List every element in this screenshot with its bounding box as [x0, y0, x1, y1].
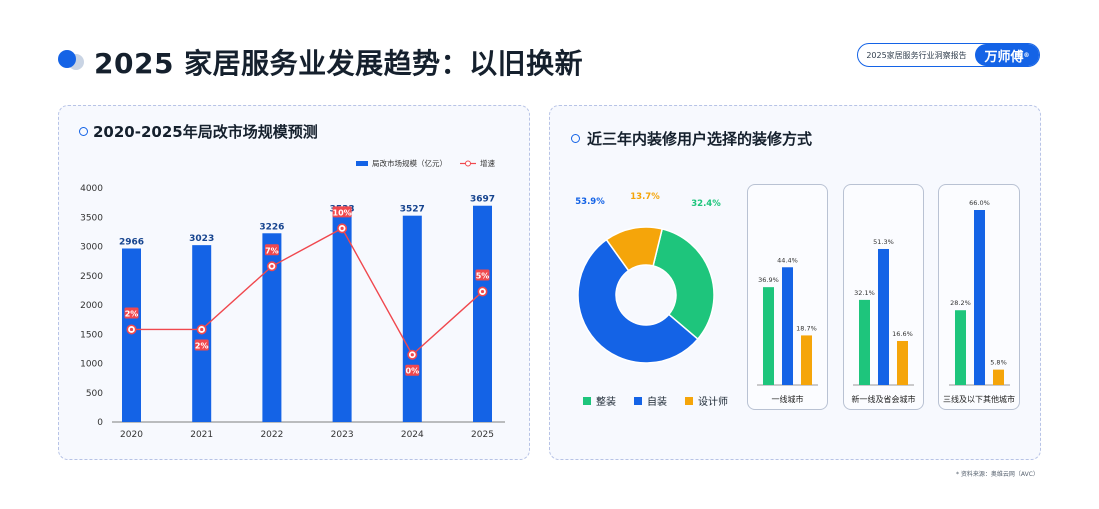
y-tick-label: 1500: [80, 330, 103, 340]
growth-label-bg: [332, 206, 352, 218]
x-tick-label: 2021: [190, 430, 213, 440]
bar-value-label: 3697: [470, 195, 495, 205]
y-tick-label: 0: [97, 418, 103, 428]
legend-label-self: 自装: [647, 397, 667, 408]
donut-slice: [605, 226, 664, 272]
city-bar-label: 51.3%: [873, 238, 894, 246]
legend-swatch-green: [583, 396, 591, 405]
brand-logo: 万师傅 ®: [975, 44, 1039, 66]
legend-label-designer: 设计师: [698, 397, 728, 408]
bar-value-label: 3226: [259, 222, 284, 232]
growth-label-bg: [124, 307, 139, 319]
growth-label: 0%: [406, 367, 420, 376]
y-tick-label: 2000: [80, 301, 103, 311]
renovation-method-title: 近三年内装修用户选择的装修方式: [587, 130, 813, 148]
growth-point-core: [270, 264, 274, 268]
legend-bar-label: 局改市场规模（亿元）: [372, 158, 447, 168]
brand-name: 万师傅: [984, 49, 1024, 65]
growth-label: 7%: [265, 246, 279, 255]
y-tick-label: 4000: [80, 184, 103, 194]
donut-legend: 整装 自装 设计师: [583, 393, 728, 408]
growth-label: 5%: [476, 272, 490, 281]
market-size-title: 2020-2025年局改市场规模预测: [93, 123, 318, 141]
y-tick-label: 3500: [80, 213, 103, 223]
growth-point-core: [340, 226, 344, 230]
registered-mark: ®: [1023, 51, 1030, 59]
bar: [332, 215, 352, 422]
report-badge: 2025家居服务行业洞察报告 万师傅 ®: [857, 43, 1040, 67]
legend-swatch-blue: [634, 396, 642, 405]
legend-swatch-orange: [685, 396, 693, 405]
city-bar-label: 32.1%: [854, 289, 875, 297]
panel-bullet-icon: [79, 127, 88, 136]
growth-line: [131, 227, 483, 356]
y-tick-label: 3000: [80, 243, 103, 253]
donut-value-label: 53.9%: [575, 197, 605, 207]
x-tick-label: 2020: [120, 430, 143, 440]
title-decoration-icon: [58, 48, 90, 72]
legend-line-marker: [465, 160, 471, 167]
growth-label-bg: [475, 269, 490, 281]
y-tick-label: 2500: [80, 272, 103, 282]
bar: [122, 248, 141, 422]
bar: [262, 233, 282, 422]
x-tick-label: 2024: [401, 430, 424, 440]
donut-slice: [577, 238, 699, 364]
city-bar: [801, 335, 812, 385]
city-bar: [782, 267, 793, 385]
city-bar: [955, 310, 966, 385]
growth-label-bg: [194, 339, 209, 351]
city-category-label: 三线及以下其他城市: [943, 394, 1015, 404]
bar-value-label: 3527: [400, 205, 425, 215]
legend-line-label: 增速: [480, 158, 495, 168]
report-label: 2025家居服务行业洞察报告: [866, 50, 967, 60]
growth-point-core: [200, 327, 204, 332]
x-tick-label: 2023: [331, 430, 354, 440]
legend-item-whole: 整装: [583, 393, 616, 408]
city-bar: [878, 248, 889, 385]
city-bar-label: 5.8%: [990, 359, 1007, 367]
growth-point-core: [410, 353, 414, 357]
city-bar-label: 66.0%: [969, 199, 990, 207]
city-bar: [763, 287, 774, 385]
bar-value-label: 2966: [119, 237, 144, 247]
city-category-label: 新一线及省会城市: [852, 394, 916, 404]
growth-label: 10%: [333, 208, 352, 217]
page-title: 2025 家居服务业发展趋势：以旧换新: [94, 47, 584, 80]
city-bar: [993, 369, 1004, 385]
city-bar: [897, 340, 908, 385]
growth-label-bg: [405, 364, 420, 376]
growth-point-core: [129, 327, 134, 332]
legend-item-designer: 设计师: [685, 393, 728, 408]
x-tick-label: 2022: [260, 430, 283, 440]
donut-value-label: 32.4%: [691, 199, 721, 209]
donut-value-label: 13.7%: [630, 192, 660, 202]
city-category-label: 一线城市: [772, 394, 804, 404]
growth-label: 2%: [125, 309, 139, 318]
bar-value-label: 3023: [189, 234, 214, 244]
y-tick-label: 1000: [80, 360, 103, 370]
growth-label-bg: [264, 244, 279, 256]
panel-bullet-icon: [571, 134, 580, 143]
legend-bar-swatch: [356, 161, 368, 166]
city-bar: [859, 299, 870, 385]
y-tick-label: 500: [86, 389, 103, 399]
source-note: * 资料来源：奥维云网（AVC）: [956, 471, 1039, 478]
legend-item-self: 自装: [634, 393, 667, 408]
growth-point-core: [480, 289, 485, 294]
city-bar-label: 28.2%: [950, 299, 971, 307]
city-bar-label: 36.9%: [758, 276, 779, 284]
x-tick-label: 2025: [471, 430, 494, 440]
city-bar-label: 16.6%: [892, 330, 913, 338]
city-bar: [974, 210, 985, 385]
bar: [473, 205, 492, 422]
growth-label: 2%: [195, 341, 209, 350]
donut-slice: [652, 228, 715, 341]
legend-label-whole: 整装: [596, 397, 616, 408]
city-bar-label: 18.7%: [796, 324, 817, 332]
city-bar-label: 44.4%: [777, 256, 798, 264]
